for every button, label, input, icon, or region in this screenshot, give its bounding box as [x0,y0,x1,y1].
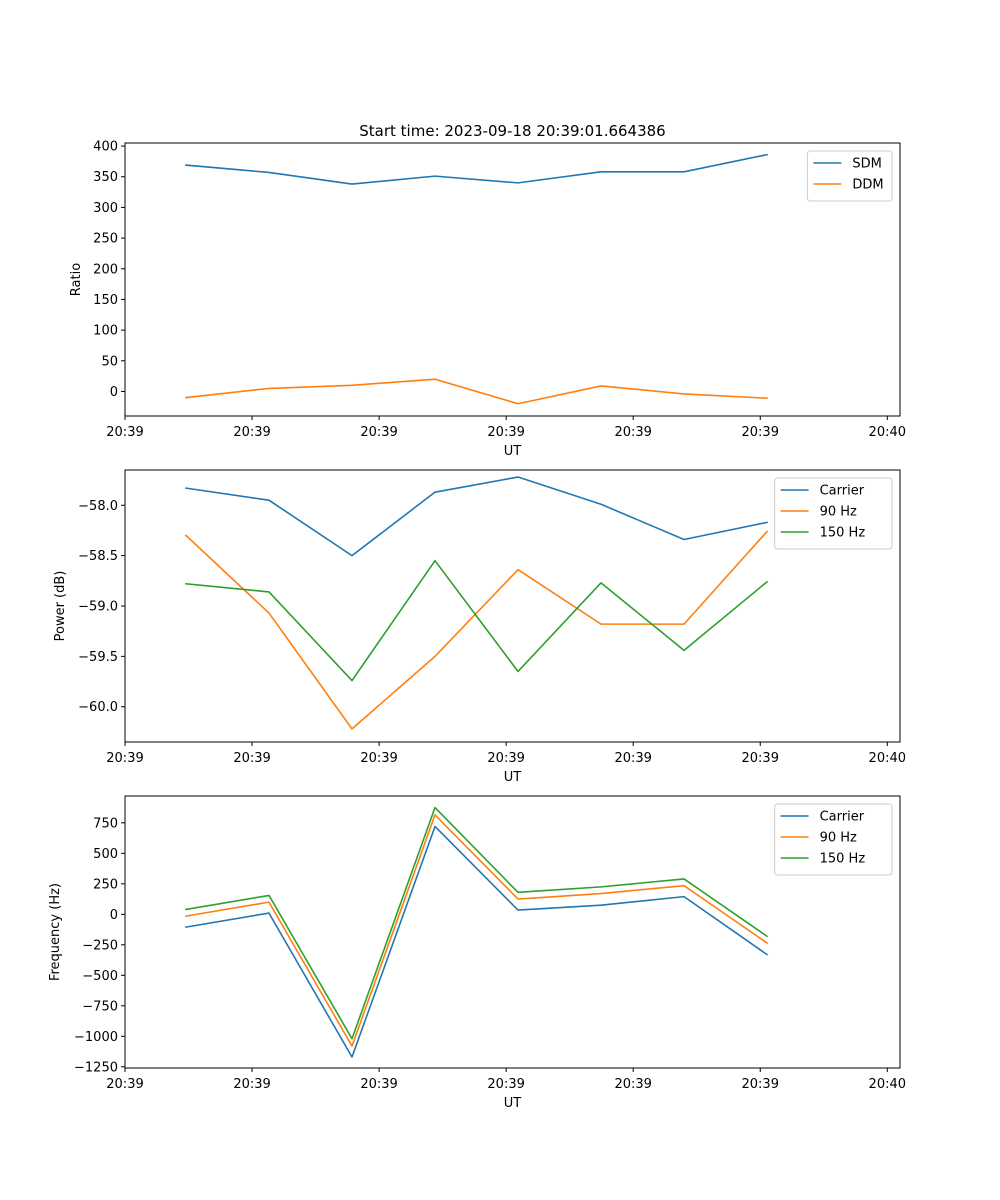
y-tick-label: −1000 [74,1030,118,1045]
x-axis-label: UT [504,1096,522,1111]
x-tick-label: 20:39 [742,1077,779,1092]
legend-label: 90 Hz [820,831,857,846]
subplot-1: 0 50 100 150 200 250 300 350 400 20:39 20:39 20:39 2… [69,140,906,459]
figure-title: Start time: 2023-09-18 20:39:01.664386 [359,122,665,140]
series-line-sdm [185,153,768,185]
legend-label: 150 Hz [820,526,866,541]
legend-label: 90 Hz [820,505,857,520]
legend-label: DDM [852,178,883,193]
series-line-150-hz [185,806,769,1040]
y-axis-label: Power (dB) [53,571,68,642]
y-tick-label: 350 [93,170,118,185]
x-tick-label: 20:39 [614,1077,651,1092]
legend: Carrier 90 Hz 150 Hz [774,477,893,550]
series-line-150-hz [185,559,769,682]
series-line-carrier [185,476,768,557]
y-tick-label: −500 [82,969,118,984]
x-tick-label: 20:39 [487,1077,524,1092]
axes-frame [124,795,901,1069]
x-tick-label: 20:39 [614,751,651,766]
x-tick-label: 20:39 [360,1077,397,1092]
y-tick-label: 0 [110,908,118,923]
y-tick-label: −750 [82,999,118,1014]
legend-label: Carrier [820,810,865,825]
series-line-carrier [185,825,769,1058]
y-tick-label: 300 [93,201,118,216]
y-tick-label: 0 [110,385,118,400]
x-tick-label: 20:40 [869,1077,906,1092]
y-tick-label: −59.5 [78,650,118,665]
y-tick-label: 750 [93,816,118,831]
x-tick-label: 20:39 [614,425,651,440]
y-axis-label: Frequency (Hz) [48,883,63,981]
y-axis-label: Ratio [69,263,84,296]
series-line-ddm [185,378,768,405]
y-tick-label: −58.5 [78,549,118,564]
subplot-3: −1250 −1000 −750 −500 −250 0 250 500 750 20:39 20:… [48,795,906,1111]
y-tick-label: −250 [82,938,118,953]
x-tick-label: 20:39 [487,751,524,766]
y-tick-label: 100 [93,324,118,339]
x-tick-label: 20:39 [360,425,397,440]
x-axis-label: UT [504,444,522,459]
series-line-90-hz [184,530,769,730]
y-tick-label: −1250 [74,1060,118,1075]
x-axis-label: UT [504,770,522,785]
x-tick-label: 20:39 [106,751,143,766]
y-tick-label: −58.0 [78,499,118,514]
axes-frame [124,142,901,417]
y-tick-label: −60.0 [78,700,118,715]
x-tick-label: 20:39 [360,751,397,766]
y-tick-label: 200 [93,262,118,277]
x-tick-label: 20:39 [233,1077,270,1092]
subplot-2: −60.0 −59.5 −59.0 −58.5 −58.0 20:39 20:39 20:39… [53,469,906,785]
legend-label: Carrier [820,484,865,499]
x-tick-label: 20:40 [869,425,906,440]
series-line-90-hz [185,814,769,1047]
y-tick-label: 500 [93,847,118,862]
y-tick-label: 400 [93,140,118,155]
x-tick-label: 20:39 [106,425,143,440]
legend: Carrier 90 Hz 150 Hz [774,803,893,876]
x-tick-label: 20:39 [487,425,524,440]
x-tick-label: 20:39 [233,751,270,766]
x-tick-label: 20:39 [742,751,779,766]
x-tick-label: 20:40 [869,751,906,766]
x-tick-label: 20:39 [233,425,270,440]
y-tick-label: 250 [93,877,118,892]
y-tick-label: 250 [93,232,118,247]
legend-label: 150 Hz [820,852,866,867]
y-tick-label: −59.0 [78,600,118,615]
subplots: 0 50 100 150 200 250 300 350 400 20:39 20:39 20:39 2… [48,140,906,1111]
legend-label: SDM [852,157,881,172]
x-tick-label: 20:39 [106,1077,143,1092]
x-tick-label: 20:39 [742,425,779,440]
y-tick-label: 50 [101,354,118,369]
legend: SDM DDM [806,150,893,202]
y-tick-label: 150 [93,293,118,308]
